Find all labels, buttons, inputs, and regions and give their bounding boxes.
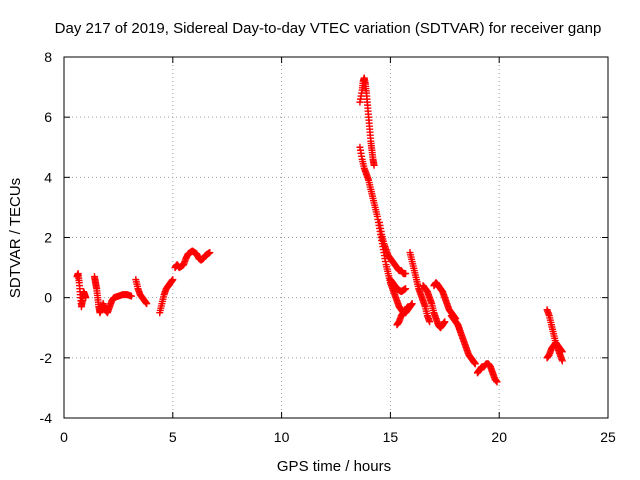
data-point: [408, 300, 416, 308]
series-arc14: [447, 312, 479, 368]
series-arc12: [419, 282, 449, 332]
x-tick-label: 5: [169, 429, 177, 445]
series-arc11: [406, 249, 434, 326]
data-point: [493, 378, 501, 386]
data-point: [426, 318, 434, 326]
data-point: [558, 348, 566, 356]
y-tick-label: 8: [44, 49, 52, 65]
y-tick-label: -4: [40, 410, 53, 426]
data-point: [402, 285, 410, 293]
series-arc9: [386, 276, 410, 296]
series-arc3: [132, 276, 151, 308]
axis-ticks: 0 5 10 15 20 25 -4 -2 0 2 4 6 8: [40, 49, 616, 445]
x-tick-label: 0: [60, 429, 68, 445]
data-point: [143, 300, 151, 308]
series-arc1: [73, 270, 90, 311]
data-point: [471, 360, 479, 368]
series-arc10: [393, 303, 412, 329]
data-point: [169, 276, 177, 284]
series-arc6: [356, 74, 378, 169]
data-point: [404, 303, 412, 311]
x-tick-label: 20: [491, 429, 507, 445]
x-tick-label: 25: [600, 429, 616, 445]
data-points: [73, 74, 566, 386]
x-tick-label: 15: [383, 429, 399, 445]
y-tick-label: -2: [40, 350, 53, 366]
data-point: [127, 292, 135, 300]
data-point: [558, 357, 566, 365]
data-point: [82, 294, 90, 302]
grid-lines: [64, 57, 608, 418]
series-arc4: [156, 276, 177, 317]
series-arc15: [473, 360, 501, 386]
data-point: [370, 161, 378, 169]
chart-title: Day 217 of 2019, Sidereal Day-to-day VTE…: [55, 20, 602, 37]
y-tick-label: 2: [44, 230, 52, 246]
data-point: [206, 249, 214, 257]
series-arc17: [543, 339, 566, 362]
data-point: [441, 318, 449, 326]
x-tick-label: 10: [274, 429, 290, 445]
x-axis-label: GPS time / hours: [277, 458, 391, 475]
series-arc8: [376, 218, 410, 278]
y-tick-label: 4: [44, 169, 52, 185]
plot-frame: [63, 56, 609, 419]
data-point: [402, 270, 410, 278]
series-arc2: [90, 273, 135, 317]
y-axis-label: SDTVAR / TECUs: [7, 178, 24, 298]
y-tick-label: 6: [44, 109, 52, 125]
y-tick-label: 0: [44, 290, 52, 306]
series-arc5: [171, 247, 214, 272]
